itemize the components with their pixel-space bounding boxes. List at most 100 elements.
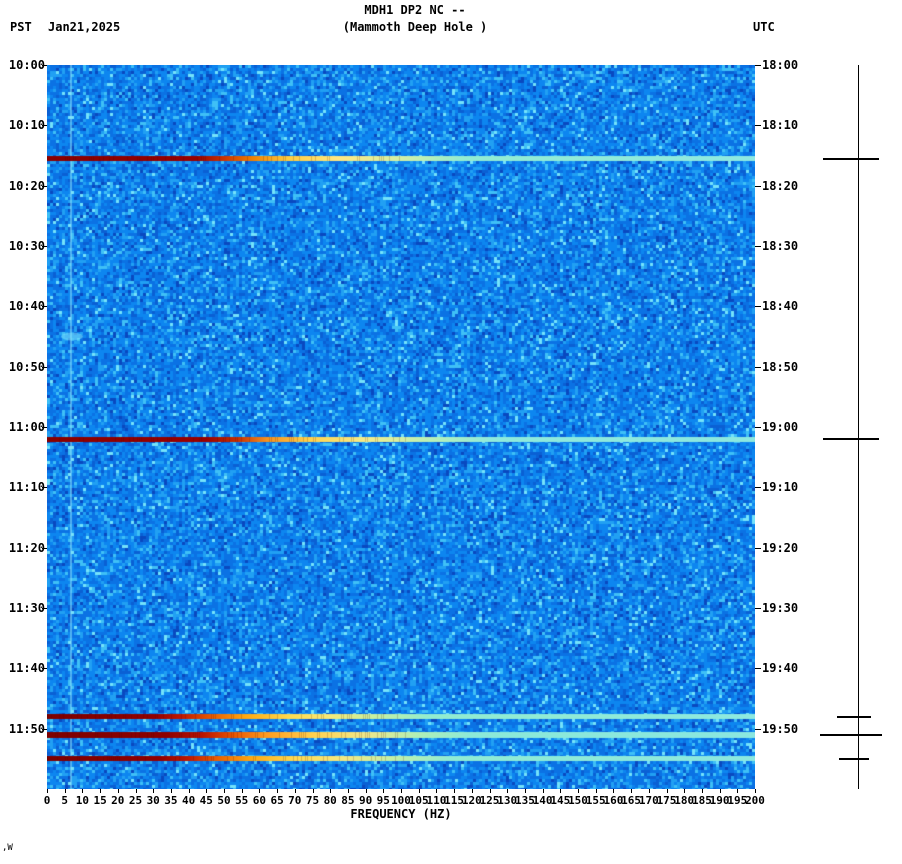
x-axis-tick-label: 90 bbox=[358, 794, 373, 807]
x-axis-tick bbox=[507, 789, 509, 793]
right-time-tick bbox=[755, 608, 761, 609]
left-time-tick bbox=[42, 65, 47, 66]
right-time-tick bbox=[755, 185, 761, 187]
x-axis-tick bbox=[524, 789, 526, 793]
x-axis-tick bbox=[684, 789, 686, 793]
left-time-label: 10:30 bbox=[8, 239, 45, 253]
x-axis-tick bbox=[135, 789, 137, 793]
amplitude-spike bbox=[823, 157, 879, 160]
spectrogram-plot bbox=[47, 65, 755, 789]
x-axis-tick-label: 170 bbox=[638, 794, 659, 807]
x-axis-tick-label: 110 bbox=[426, 794, 447, 807]
x-axis-tick-label: 85 bbox=[341, 794, 355, 807]
x-axis-tick-label: 150 bbox=[568, 794, 588, 807]
right-time-tick bbox=[755, 668, 761, 670]
x-axis-tick-label: 105 bbox=[408, 794, 429, 807]
x-axis-tick-label: 135 bbox=[514, 794, 535, 807]
x-axis-tick bbox=[578, 789, 579, 793]
x-axis-tick bbox=[100, 789, 102, 793]
page-subtitle: (Mammoth Deep Hole ) bbox=[342, 20, 488, 34]
x-axis-tick-label: 55 bbox=[235, 794, 249, 807]
x-axis-tick-label: 45 bbox=[199, 794, 213, 807]
x-axis-tick bbox=[648, 789, 650, 793]
x-axis-tick bbox=[117, 789, 119, 793]
x-axis-tick-label: 10 bbox=[75, 794, 90, 807]
right-time-label: 19:00 bbox=[762, 420, 799, 434]
x-axis-tick-label: 140 bbox=[532, 794, 553, 807]
x-axis-tick bbox=[418, 789, 420, 793]
left-time-label: 10:10 bbox=[8, 118, 45, 133]
x-axis-tick bbox=[188, 789, 190, 793]
x-axis-tick bbox=[471, 789, 473, 793]
x-axis-tick bbox=[737, 789, 739, 793]
left-time-tick bbox=[42, 366, 47, 368]
right-time-tick bbox=[755, 306, 761, 308]
x-axis-tick-label: 35 bbox=[164, 794, 178, 807]
x-axis-tick-label: 155 bbox=[585, 794, 606, 807]
left-time-label: 10:20 bbox=[8, 178, 45, 193]
amplitude-trace-axis bbox=[858, 65, 859, 789]
x-axis-tick-label: 65 bbox=[270, 794, 284, 807]
x-axis-tick bbox=[701, 789, 703, 793]
left-time-tick bbox=[42, 185, 47, 187]
amplitude-spike bbox=[823, 438, 879, 441]
x-axis-tick-label: 75 bbox=[305, 794, 320, 807]
timezone-left-label: PST bbox=[10, 20, 32, 34]
x-axis-tick-label: 20 bbox=[111, 794, 125, 807]
x-axis-tick bbox=[153, 789, 155, 793]
x-axis-tick-label: 130 bbox=[497, 794, 518, 807]
x-axis-tick bbox=[82, 789, 84, 793]
left-time-tick bbox=[42, 306, 47, 308]
right-time-tick bbox=[755, 427, 761, 428]
x-axis-tick bbox=[47, 789, 48, 793]
x-axis-tick bbox=[401, 789, 402, 793]
x-axis-tick-label: 50 bbox=[217, 794, 231, 807]
left-time-label: 11:40 bbox=[8, 661, 45, 676]
x-axis-tick bbox=[666, 789, 668, 793]
x-axis-tick-label: 100 bbox=[391, 794, 411, 807]
right-time-label: 19:50 bbox=[762, 721, 799, 736]
x-axis-tick bbox=[631, 789, 633, 793]
left-time-label: 11:30 bbox=[8, 601, 45, 615]
x-axis-tick bbox=[436, 789, 438, 793]
x-axis-tick-label: 190 bbox=[709, 794, 730, 807]
x-axis-tick-label: 120 bbox=[461, 794, 482, 807]
x-axis-tick bbox=[259, 789, 261, 793]
date-label: Jan21,2025 bbox=[48, 20, 121, 34]
right-time-tick bbox=[755, 125, 761, 127]
x-axis-tick-label: 185 bbox=[691, 794, 712, 807]
x-axis-tick bbox=[170, 789, 172, 793]
corner-note: ,W bbox=[2, 843, 13, 853]
x-axis-tick-label: 15 bbox=[93, 794, 107, 807]
x-axis-tick bbox=[294, 789, 296, 793]
x-axis-tick-label: 30 bbox=[146, 794, 160, 807]
x-axis-tick bbox=[719, 789, 721, 793]
left-time-tick bbox=[42, 487, 47, 489]
x-axis-tick-label: 40 bbox=[181, 794, 196, 807]
left-time-tick bbox=[42, 427, 47, 428]
right-time-label: 18:10 bbox=[762, 118, 799, 133]
right-time-tick bbox=[755, 246, 761, 247]
x-axis-tick-label: 165 bbox=[621, 794, 642, 807]
x-axis-tick-label: 80 bbox=[323, 794, 337, 807]
left-time-tick bbox=[42, 125, 47, 127]
x-axis-tick bbox=[206, 789, 208, 793]
left-time-tick bbox=[42, 728, 47, 730]
x-axis-tick-label: 25 bbox=[128, 794, 143, 807]
x-axis-tick bbox=[365, 789, 367, 793]
x-axis-tick-label: 125 bbox=[479, 794, 500, 807]
right-time-tick bbox=[755, 547, 761, 549]
right-time-label: 18:50 bbox=[762, 359, 799, 374]
x-axis-tick bbox=[489, 789, 491, 793]
x-axis-tick-label: 180 bbox=[674, 794, 695, 807]
right-time-tick bbox=[755, 728, 761, 730]
left-time-label: 11:00 bbox=[8, 420, 45, 434]
left-time-tick bbox=[42, 246, 47, 247]
page-title: MDH1 DP2 NC -- bbox=[364, 3, 466, 17]
right-time-label: 19:40 bbox=[762, 661, 799, 676]
x-axis-tick-label: 60 bbox=[252, 794, 267, 807]
amplitude-spike bbox=[839, 757, 869, 760]
x-axis-tick bbox=[241, 789, 243, 793]
x-axis-tick-label: 200 bbox=[745, 794, 765, 807]
